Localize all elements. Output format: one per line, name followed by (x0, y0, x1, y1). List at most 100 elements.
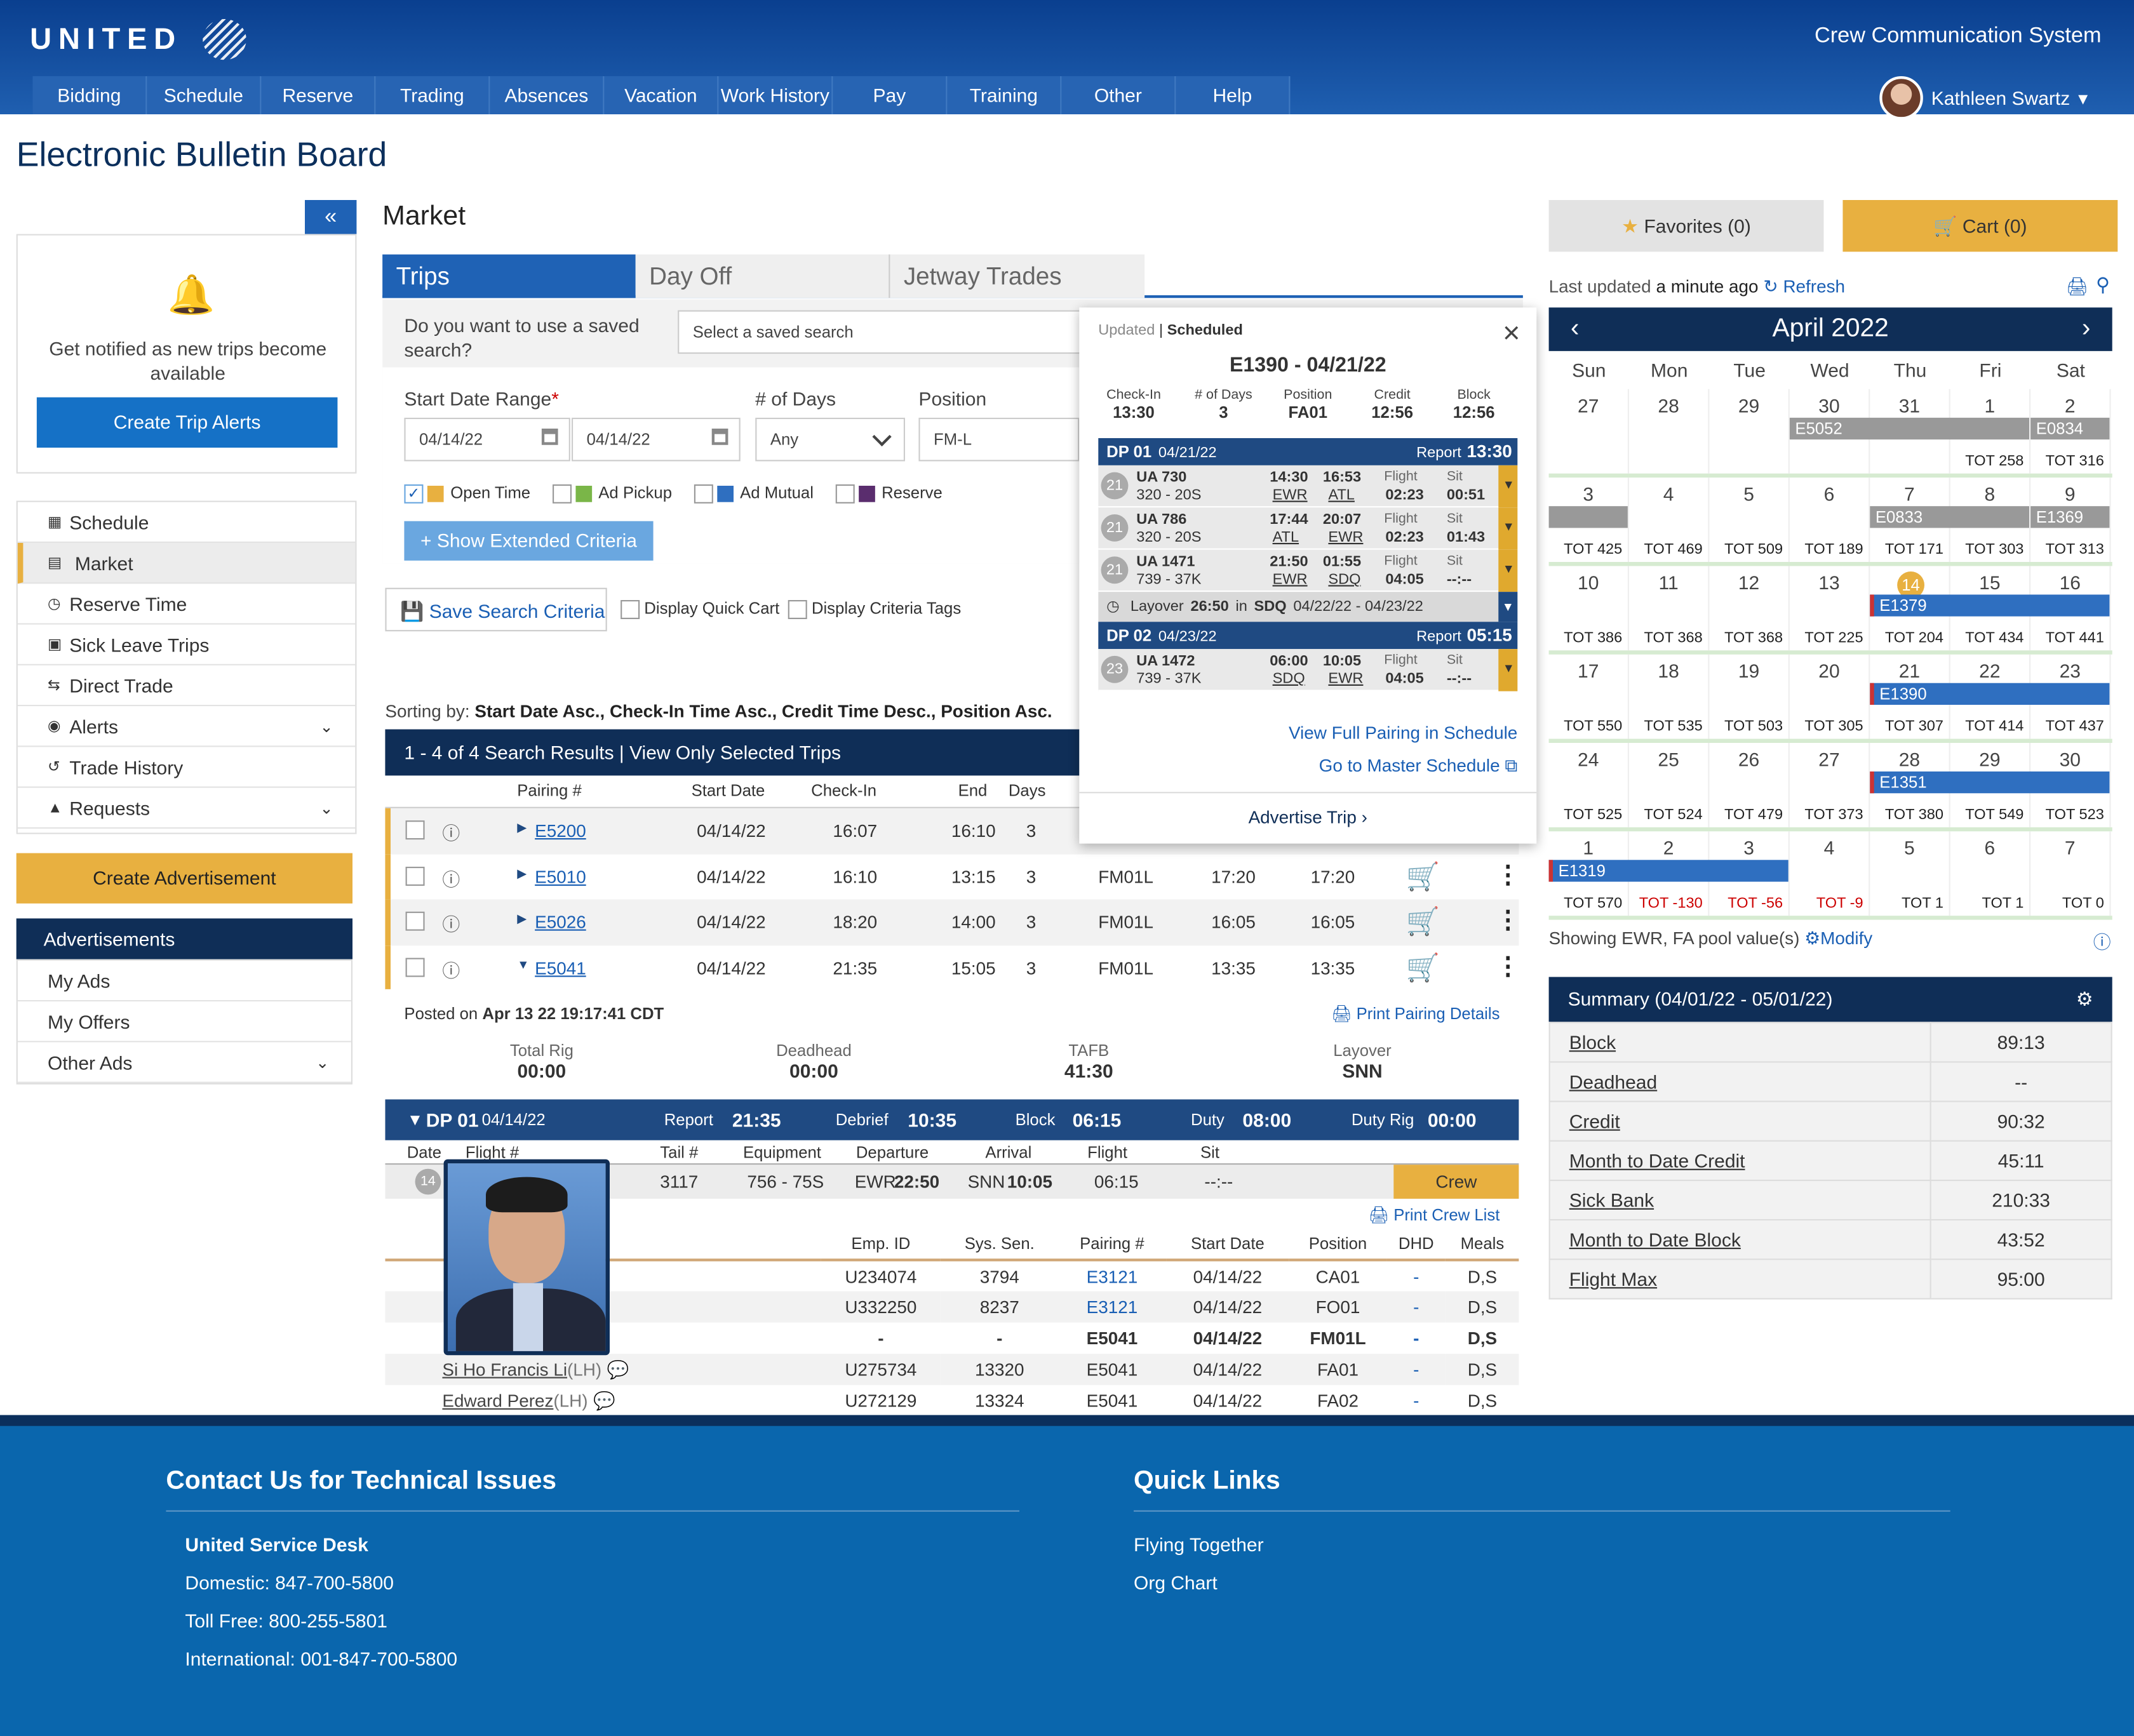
leg-expand-button[interactable]: ▼ (1498, 649, 1518, 691)
calendar-day[interactable]: 4 TOT 469 (1629, 477, 1710, 562)
calendar-day[interactable]: 6 TOT 189 (1790, 477, 1870, 562)
pairing-link[interactable]: E5010 (535, 865, 586, 887)
col-check-in[interactable]: Check-In (811, 781, 877, 800)
quick-link-flying-together[interactable]: Flying Together (1134, 1533, 1264, 1556)
quick-cart-toggle[interactable]: Display Quick Cart (621, 599, 779, 619)
leg-expand-button[interactable]: ▼ (1498, 465, 1518, 508)
favorites-button[interactable]: ★ Favorites (0) (1548, 200, 1824, 252)
calendar-day[interactable]: 29 (1709, 389, 1790, 474)
filter-ad-mutual[interactable]: Ad Mutual (694, 483, 814, 504)
trip-bar[interactable]: E1351 (1870, 771, 2110, 794)
calendar-day[interactable]: 2 TOT 316 (2030, 389, 2111, 474)
layover-expand-button[interactable]: ▼ (1498, 592, 1518, 622)
crew-name-label[interactable]: Si Ho Francis Li (442, 1358, 568, 1379)
tab-trips[interactable]: Trips (382, 254, 636, 298)
nav-help[interactable]: Help (1176, 76, 1291, 114)
close-icon[interactable]: × (1503, 316, 1520, 350)
filter-ad-pickup[interactable]: Ad Pickup (552, 483, 672, 504)
trip-bar[interactable]: E0834 (2030, 417, 2110, 440)
nav-work-history[interactable]: Work History (718, 76, 833, 114)
filter-reserve[interactable]: Reserve (835, 483, 943, 504)
calendar-day[interactable]: 20 TOT 305 (1790, 654, 1870, 739)
calendar-day[interactable]: 30 TOT 523 (2030, 743, 2111, 827)
tab-jetway-trades[interactable]: Jetway Trades (890, 254, 1145, 298)
calendar-day[interactable]: 26 TOT 479 (1709, 743, 1790, 827)
ads-item-my-offers[interactable]: My Offers (17, 1001, 351, 1043)
nav-absences[interactable]: Absences (490, 76, 605, 114)
united-logo[interactable]: UNITED (30, 22, 182, 56)
col-days[interactable]: Days (1008, 781, 1046, 800)
sidebar-item-reserve-time[interactable]: ◷ Reserve Time (17, 584, 356, 625)
pairing-link[interactable]: E5200 (535, 820, 586, 841)
show-extended-criteria-button[interactable]: + Show Extended Criteria (404, 521, 654, 561)
calendar-day[interactable]: 6 TOT 1 (1950, 831, 2031, 916)
calendar-day[interactable]: 27 TOT 373 (1790, 743, 1870, 827)
expand-icon[interactable]: ▼ (517, 957, 530, 971)
summary-label[interactable]: Month to Date Credit (1548, 1140, 1931, 1181)
refresh-button[interactable]: ↻ Refresh (1763, 276, 1845, 297)
calendar-day[interactable]: 24 TOT 525 (1549, 743, 1629, 827)
info-icon[interactable]: ⓘ (442, 823, 460, 844)
more-menu-icon[interactable]: ⋮ (1496, 860, 1520, 888)
settings-gear-icon[interactable]: ⚙ (2076, 987, 2093, 1010)
info-icon[interactable]: ⓘ (442, 914, 460, 935)
calendar-day[interactable]: 16 TOT 441 (2030, 566, 2111, 651)
pairing-link[interactable]: E5041 (535, 957, 586, 978)
nav-trading[interactable]: Trading (375, 76, 490, 114)
calendar-day[interactable]: 8 TOT 303 (1950, 477, 2031, 562)
calendar-day[interactable]: 4 TOT -9 (1790, 831, 1870, 916)
row-checkbox[interactable] (405, 957, 425, 977)
add-to-cart-icon[interactable]: 🛒 (1406, 862, 1440, 892)
saved-search-select[interactable]: Select a saved search (678, 310, 1086, 354)
sidebar-item-schedule[interactable]: ▦ Schedule (17, 502, 356, 543)
calendar-day[interactable]: 28 (1629, 389, 1710, 474)
summary-label[interactable]: Month to Date Block (1548, 1219, 1931, 1260)
prev-month-button[interactable]: ‹ (1570, 314, 1580, 343)
nav-training[interactable]: Training (947, 76, 1062, 114)
create-trip-alerts-button[interactable]: Create Trip Alerts (36, 397, 338, 448)
calendar-day[interactable]: 19 TOT 503 (1709, 654, 1790, 739)
pairing-link[interactable]: E5026 (535, 911, 586, 932)
master-schedule-link[interactable]: Go to Master Schedule ⧉ (1319, 755, 1518, 777)
calendar-day[interactable]: 12 TOT 368 (1709, 566, 1790, 651)
criteria-tags-toggle[interactable]: Display Criteria Tags (788, 599, 961, 619)
calendar-day[interactable]: 1 TOT 258 (1950, 389, 2031, 474)
filter-checkbox[interactable] (694, 484, 713, 504)
pairing-ref[interactable]: E3121 (1086, 1297, 1138, 1318)
crew-photo[interactable] (443, 1159, 610, 1356)
calendar-day[interactable]: 3 TOT -56 (1709, 831, 1790, 916)
col-pairing[interactable]: Pairing # (517, 781, 582, 800)
sidebar-item-trade-history[interactable]: ↺ Trade History (17, 747, 356, 788)
chat-icon[interactable]: 💬 (607, 1358, 629, 1379)
sidebar-item-requests[interactable]: ▲ Requests ⌄ (17, 788, 356, 829)
create-advertisement-button[interactable]: Create Advertisement (16, 853, 352, 904)
row-checkbox[interactable] (405, 820, 425, 840)
summary-label[interactable]: Block (1548, 1022, 1931, 1063)
calendar-day[interactable]: 11 TOT 368 (1629, 566, 1710, 651)
calendar-day[interactable]: 23 TOT 437 (2030, 654, 2111, 739)
filter-checkbox[interactable]: ✓ (404, 484, 424, 504)
info-icon[interactable]: ⓘ (442, 959, 460, 980)
sidebar-item-alerts[interactable]: ◉ Alerts ⌄ (17, 706, 356, 747)
result-row[interactable]: ⓘ ▼ E5041 04/14/22 21:35 15:05 3 FM01L 13:35 13:3… (385, 945, 1520, 991)
calendar-day[interactable]: 9 TOT 313 (2030, 477, 2111, 562)
nav-bidding[interactable]: Bidding (32, 76, 147, 114)
expand-icon[interactable]: ▶ (517, 820, 527, 834)
row-checkbox[interactable] (405, 865, 425, 885)
info-icon[interactable]: ⓘ (442, 869, 460, 890)
trip-bar[interactable]: E1369 (2030, 506, 2110, 528)
result-row[interactable]: ⓘ ▶ E5010 04/14/22 16:10 13:15 3 FM01L 17:20 17:2… (385, 853, 1520, 900)
filter-checkbox[interactable] (835, 484, 855, 504)
col-end[interactable]: End (958, 781, 988, 800)
nav-vacation[interactable]: Vacation (604, 76, 719, 114)
row-checkbox[interactable] (405, 911, 425, 931)
result-row[interactable]: ⓘ ▶ E5026 04/14/22 18:20 14:00 3 FM01L 16:05 16:0… (385, 899, 1520, 945)
trip-bar[interactable]: E5052 (1789, 417, 2029, 440)
view-full-pairing-link[interactable]: View Full Pairing in Schedule (1288, 722, 1518, 743)
pairing-ref[interactable]: E3121 (1086, 1265, 1138, 1287)
leg-expand-button[interactable]: ▼ (1498, 549, 1518, 592)
crew-button[interactable]: Crew (1393, 1165, 1519, 1199)
nav-schedule[interactable]: Schedule (147, 76, 262, 114)
expand-icon[interactable]: ▶ (517, 911, 527, 926)
filter-checkbox[interactable] (552, 484, 572, 504)
